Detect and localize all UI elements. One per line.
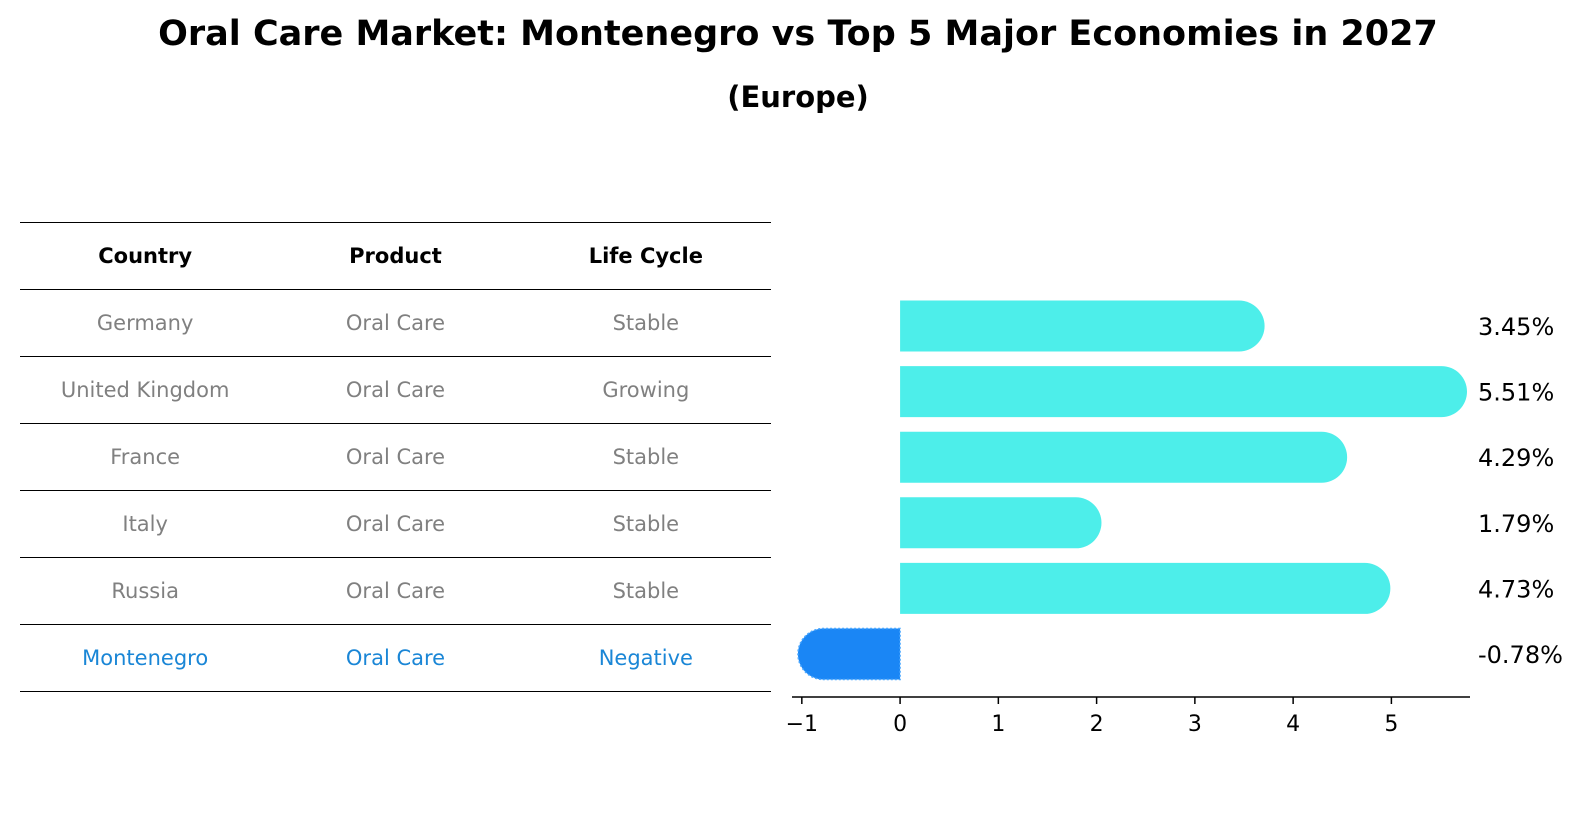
cell-product: Oral Care xyxy=(270,423,521,491)
chart-title: Oral Care Market: Montenegro vs Top 5 Ma… xyxy=(158,14,1438,54)
table-row: Germany Oral Care Stable xyxy=(20,289,771,357)
cell-life-cycle: Stable xyxy=(520,490,771,558)
cell-country: France xyxy=(20,423,271,491)
cell-life-cycle: Growing xyxy=(520,356,771,424)
header-product: Product xyxy=(270,222,521,290)
bar xyxy=(900,366,1468,418)
x-tick-label: −1 xyxy=(786,712,818,737)
bar xyxy=(900,300,1265,352)
cell-product: Oral Care xyxy=(270,490,521,558)
table-row: United Kingdom Oral Care Growing xyxy=(20,356,771,424)
bar-highlight xyxy=(797,627,901,681)
header-country: Country xyxy=(20,222,271,290)
cell-life-cycle: Stable xyxy=(520,289,771,357)
cell-life-cycle: Stable xyxy=(520,557,771,625)
cell-country: Italy xyxy=(20,490,271,558)
data-label: 5.51% xyxy=(1478,379,1554,407)
cell-country: United Kingdom xyxy=(20,356,271,424)
table-header-row: Country Product Life Cycle xyxy=(20,222,771,290)
x-tick-label: 0 xyxy=(893,712,907,737)
chart-subtitle: (Europe) xyxy=(727,80,869,114)
x-tick-label: 2 xyxy=(1090,712,1104,737)
bar xyxy=(900,562,1391,614)
data-label: 4.29% xyxy=(1478,444,1554,472)
bar xyxy=(900,431,1348,483)
table-row-highlight: Montenegro Oral Care Negative xyxy=(20,624,771,692)
cell-product: Oral Care xyxy=(270,289,521,357)
header-life-cycle: Life Cycle xyxy=(520,222,771,290)
x-tick-label: 3 xyxy=(1188,712,1202,737)
cell-country: Germany xyxy=(20,289,271,357)
table-row: France Oral Care Stable xyxy=(20,423,771,491)
x-tick-label: 1 xyxy=(991,712,1005,737)
table-row: Italy Oral Care Stable xyxy=(20,490,771,558)
cell-product: Oral Care xyxy=(270,624,521,692)
cell-life-cycle: Stable xyxy=(520,423,771,491)
x-tick-label: 5 xyxy=(1384,712,1398,737)
table-row: Russia Oral Care Stable xyxy=(20,557,771,625)
bar xyxy=(900,497,1102,549)
cell-life-cycle: Negative xyxy=(520,624,771,692)
cell-product: Oral Care xyxy=(270,557,521,625)
cell-product: Oral Care xyxy=(270,356,521,424)
country-table: Country Product Life Cycle Germany Oral … xyxy=(20,222,771,692)
data-label: 1.79% xyxy=(1478,510,1554,538)
x-tick-label: 4 xyxy=(1286,712,1300,737)
cell-country: Montenegro xyxy=(20,624,271,692)
data-label: -0.78% xyxy=(1478,641,1563,669)
cell-country: Russia xyxy=(20,557,271,625)
data-label: 4.73% xyxy=(1478,575,1554,603)
data-label: 3.45% xyxy=(1478,313,1554,341)
